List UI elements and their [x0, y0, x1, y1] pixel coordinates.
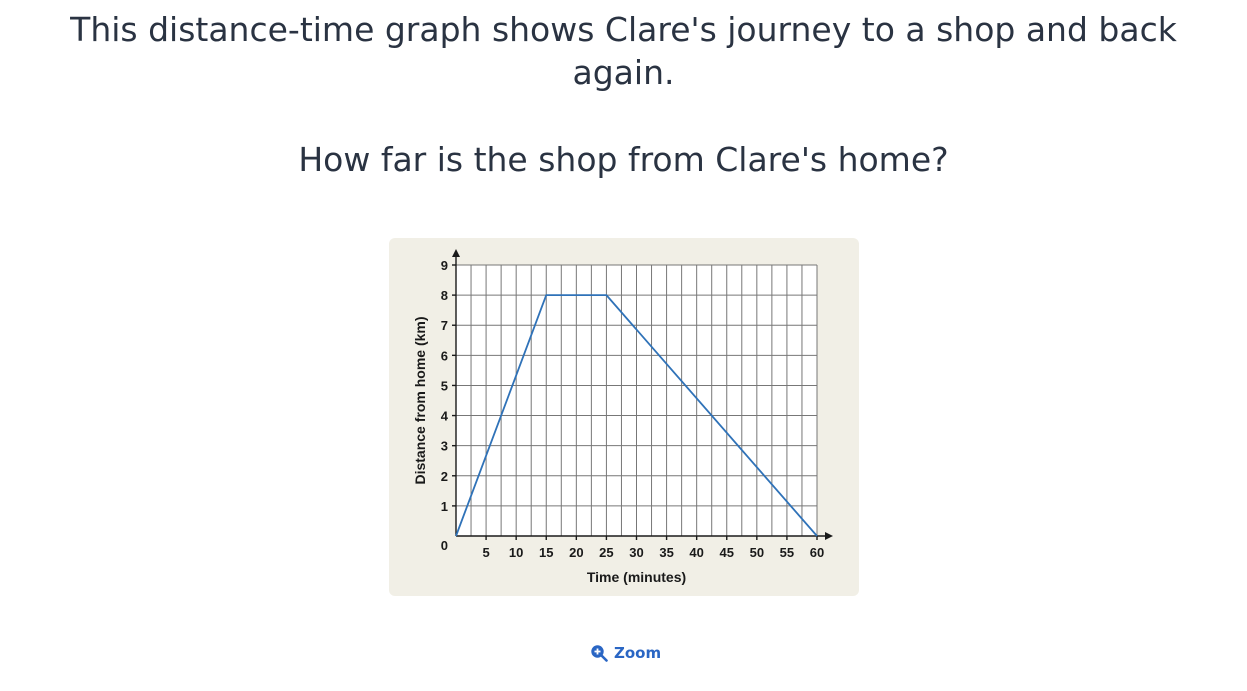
zoom-label: Zoom [614, 644, 662, 662]
journey-line [455, 294, 818, 537]
y-tick-label: 5 [441, 378, 448, 393]
x-tick-label: 30 [629, 545, 643, 560]
y-axis-title: Distance from home (km) [412, 316, 428, 484]
x-tick-label: 55 [780, 545, 794, 560]
zoom-button[interactable]: Zoom [586, 640, 665, 666]
x-tick-label: 40 [689, 545, 703, 560]
x-tick-label: 20 [569, 545, 583, 560]
origin-label: 0 [441, 538, 448, 553]
x-tick-label: 15 [539, 545, 553, 560]
y-tick-label: 3 [441, 439, 448, 454]
y-tick-label: 2 [441, 469, 448, 484]
x-tick-label: 10 [509, 545, 523, 560]
x-axis-title: Time (minutes) [587, 569, 686, 585]
zoom-in-icon [591, 645, 608, 662]
x-tick-label: 35 [659, 545, 673, 560]
x-tick-label: 5 [482, 545, 489, 560]
y-tick-label: 6 [441, 348, 448, 363]
y-tick-label: 9 [441, 258, 448, 273]
x-tick-label: 60 [810, 545, 824, 560]
y-tick-label: 7 [441, 318, 448, 333]
x-axis-arrow [825, 532, 833, 540]
graph-figure: 5 10 15 20 25 30 35 40 45 50 55 60 1 2 3 4 5 6 7 8 9 0 Time (m… [389, 238, 859, 596]
y-tick-label: 4 [441, 409, 449, 424]
y-tick-label: 1 [441, 499, 448, 514]
y-axis-arrow [452, 249, 460, 257]
x-tick-label: 25 [599, 545, 613, 560]
question-text: This distance-time graph shows Clare's j… [70, 10, 1177, 92]
question-prompt: How far is the shop from Clare's home? [298, 140, 949, 179]
x-tick-label: 50 [750, 545, 764, 560]
x-tick-label: 45 [720, 545, 734, 560]
y-tick-label: 8 [441, 288, 448, 303]
